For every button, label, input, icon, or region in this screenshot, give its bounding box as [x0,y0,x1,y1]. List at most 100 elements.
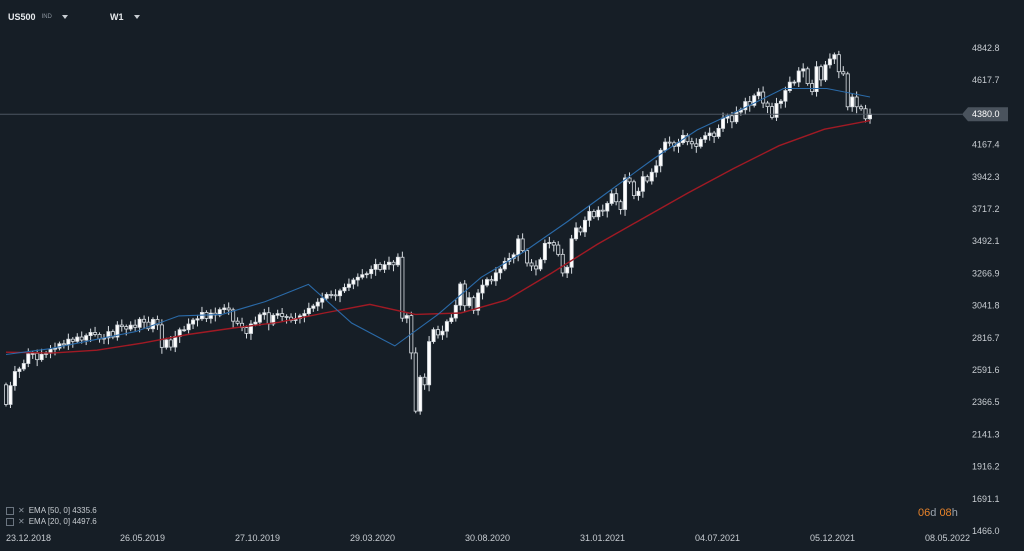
candle-body [600,209,605,212]
timeframe-label: W1 [110,12,124,22]
y-axis: 4842.8 4617.7 4167.4 3942.3 3717.2 3492.1 3266… [972,43,1000,536]
candle-body [150,319,155,330]
candle-body [39,353,44,361]
candle-body [542,242,547,261]
chevron-down-icon[interactable] [61,15,68,19]
candle-body [636,190,641,196]
candle-body [373,263,378,270]
candle-body [578,227,583,233]
candle-body [480,284,485,294]
candle-body [667,141,672,144]
candle-body [88,332,93,337]
candle-body [783,90,788,102]
y-tick-label: 1916.2 [972,462,1000,472]
y-tick-label: 2816.7 [972,333,1000,343]
candle-body [315,301,320,307]
candle-body [186,323,191,331]
candle-body [400,256,405,319]
candle-body [453,304,458,319]
candle-body [382,264,387,270]
candle-body [525,250,530,264]
candle-body [191,319,196,325]
candle-body [787,81,792,91]
candle-body [275,313,280,316]
timeframe-selector[interactable]: W1 [110,12,140,22]
candle-body [685,134,690,143]
candle-body [467,297,472,307]
legend-item-ema50[interactable]: ✕ EMA [50, 0] 4335.6 [6,505,97,516]
candle-body [413,352,418,412]
candle-body [195,318,200,321]
y-tick-label: 3266.9 [972,268,1000,278]
candle-body [516,238,521,256]
candle-body [12,371,17,387]
close-icon[interactable]: ✕ [18,517,25,526]
candle-body [257,314,262,323]
candle-body [734,111,739,123]
candle-body [333,294,338,297]
candle-body [498,268,503,274]
candle-body [320,297,325,303]
y-tick-label: 4617.7 [972,75,1000,85]
candle-body [311,305,316,309]
close-icon[interactable]: ✕ [18,506,25,515]
countdown-days-unit: d [930,507,937,519]
candle-body [164,339,169,348]
candle-body [137,318,142,328]
candle-body [168,339,173,348]
candle-body [596,209,601,218]
y-tick-label: 1691.1 [972,494,1000,504]
candle-body [698,138,703,147]
chevron-down-icon[interactable] [133,15,140,19]
x-tick-label: 26.05.2019 [120,533,165,543]
candle-body [476,292,481,311]
indicator-settings-icon[interactable] [6,517,14,526]
legend-item-ema20[interactable]: ✕ EMA [20, 0] 4497.6 [6,516,97,527]
symbol-label: US500 [8,12,36,22]
candle-body [551,242,556,246]
candle-body [26,353,31,364]
y-tick-label: 3942.3 [972,172,1000,182]
candle-body [707,132,712,137]
candle-body [21,363,26,370]
candle-body [8,385,13,405]
candle-body [587,211,592,221]
candle-body [556,244,561,255]
candle-body [84,335,89,341]
candle-body [569,238,574,268]
indicator-legend: ✕ EMA [50, 0] 4335.6 ✕ EMA [20, 0] 4497.… [6,505,97,527]
candle-body [128,324,133,330]
candle-body [262,312,267,316]
countdown-hours: 08 [939,507,952,519]
candle-body [756,91,761,97]
y-tick-label: 1466.0 [972,526,1000,536]
candle-body [854,96,859,108]
ema20-line [5,87,871,356]
y-tick-label: 3492.1 [972,236,1000,246]
candle-body [226,307,231,311]
candle-body [819,66,824,81]
symbol-selector[interactable]: US500 IND [8,12,68,22]
symbol-tag: IND [41,14,52,20]
candle-body [66,338,71,346]
candle-body [721,117,726,129]
candle-body [471,297,476,311]
candle-body [462,283,467,307]
candle-body [231,309,236,322]
candle-body [146,321,151,330]
candle-body [369,268,374,275]
candle-body [778,100,783,104]
candle-body [484,279,489,286]
candle-body [440,330,445,336]
indicator-settings-icon[interactable] [6,506,14,515]
y-tick-label: 3717.2 [972,204,1000,214]
candle-body [605,203,610,212]
legend-label-ema50: EMA [50, 0] 4335.6 [28,506,97,515]
candle-body [324,294,329,299]
x-tick-label: 27.10.2019 [235,533,280,543]
candle-body [115,324,120,338]
candle-body [342,287,347,292]
candle-body [796,70,801,83]
y-tick-label: 4842.8 [972,43,1000,53]
